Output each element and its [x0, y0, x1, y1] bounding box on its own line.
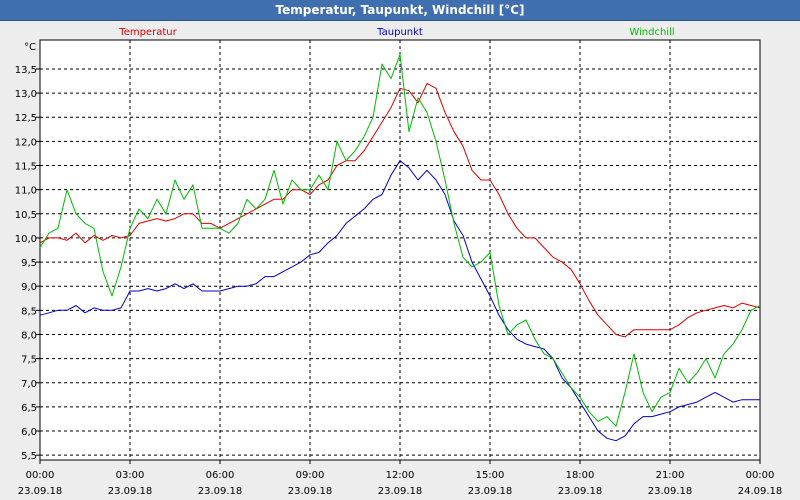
- x-tick-time-label: 12:00: [386, 470, 415, 481]
- legend: Temperatur Taupunkt Windchill: [118, 27, 674, 38]
- x-tick-date-label: 23.09.18: [18, 486, 63, 497]
- x-tick-time-label: 00:00: [746, 470, 775, 481]
- x-tick-time-label: 00:00: [26, 470, 55, 481]
- unit-label: °C: [24, 42, 36, 53]
- chart-title: Temperatur, Taupunkt, Windchill [°C]: [275, 3, 525, 17]
- y-tick-label: 6,0: [21, 427, 37, 438]
- x-tick-date-label: 23.09.18: [198, 486, 243, 497]
- chart-title-bar: Temperatur, Taupunkt, Windchill [°C]: [0, 0, 800, 21]
- x-tick-date-label: 23.09.18: [558, 486, 603, 497]
- y-axis: 5,5 6,0 6,5 7,0 7,5 8,0 8,5 9,0 9,5 10,0 10,5 11,0 1…: [15, 65, 40, 462]
- legend-taupunkt: Taupunkt: [376, 27, 423, 38]
- y-tick-label: 10,0: [15, 234, 37, 245]
- x-tick-date-label: 24.09.18: [738, 486, 783, 497]
- legend-temperatur: Temperatur: [118, 27, 177, 38]
- y-tick-label: 10,5: [15, 210, 37, 221]
- x-tick-time-label: 06:00: [206, 470, 235, 481]
- y-tick-label: 12,0: [15, 137, 37, 148]
- x-tick-date-label: 23.09.18: [468, 486, 513, 497]
- y-tick-label: 11,0: [15, 186, 37, 197]
- legend-windchill: Windchill: [629, 27, 674, 38]
- y-tick-label: 13,5: [15, 65, 37, 76]
- series-line-temperatur: [39, 82, 761, 338]
- y-tick-label: 8,0: [21, 330, 37, 341]
- y-tick-label: 7,5: [21, 355, 37, 366]
- series-line-taupunkt: [39, 160, 760, 442]
- x-tick-time-label: 15:00: [476, 470, 505, 481]
- y-tick-label: 13,0: [15, 89, 37, 100]
- y-tick-label: 6,5: [21, 403, 37, 414]
- x-axis: 00:00 23.09.18 03:00 23.09.18 06:00 23.09.18 0…: [18, 460, 783, 497]
- x-tick-time-label: 09:00: [296, 470, 325, 481]
- y-tick-label: 9,0: [21, 282, 37, 293]
- x-tick-date-label: 23.09.18: [378, 486, 423, 497]
- chart: 5,5 6,0 6,5 7,0 7,5 8,0 8,5 9,0 9,5 10,0 10,5 11,0 1…: [15, 27, 783, 497]
- x-tick-time-label: 21:00: [656, 470, 685, 481]
- x-tick-time-label: 18:00: [566, 470, 595, 481]
- x-tick-date-label: 23.09.18: [108, 486, 153, 497]
- grid: [40, 40, 760, 460]
- x-tick-time-label: 03:00: [116, 470, 145, 481]
- series-line-windchill: [39, 54, 761, 427]
- y-tick-label: 9,5: [21, 258, 37, 269]
- x-tick-date-label: 23.09.18: [648, 486, 693, 497]
- y-tick-label: 11,5: [15, 162, 37, 173]
- x-tick-date-label: 23.09.18: [288, 486, 333, 497]
- series-lines: [39, 54, 761, 442]
- y-tick-label: 7,0: [21, 379, 37, 390]
- y-tick-label: 8,5: [21, 306, 37, 317]
- y-tick-label: 12,5: [15, 113, 37, 124]
- y-tick-label: 5,5: [21, 451, 37, 462]
